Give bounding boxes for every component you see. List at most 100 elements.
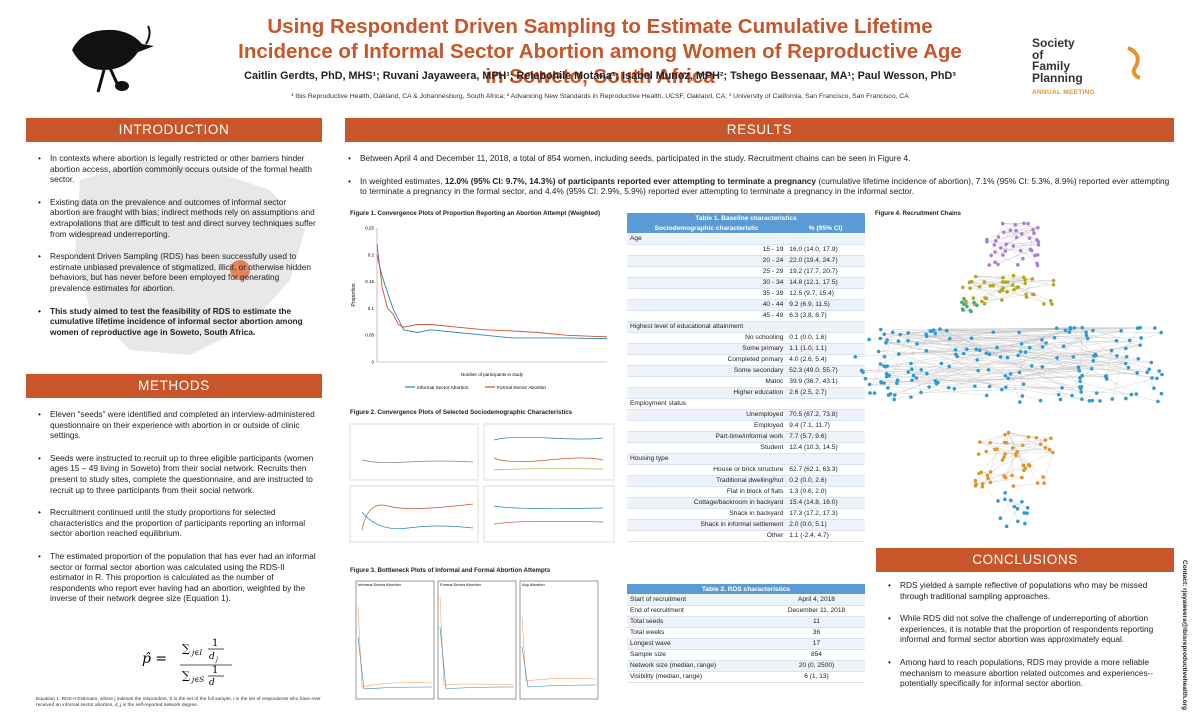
table-1-row: Highest level of educational attainment	[627, 321, 865, 333]
table-1-row-value: 17.3 (17.2, 17.3)	[786, 508, 865, 520]
table-1-row-value: 19.2 (17.7, 20.7)	[786, 266, 865, 278]
table-1-row-label: Unemployed	[627, 409, 787, 421]
chain-edge	[1146, 372, 1155, 389]
chain-node	[934, 381, 939, 386]
chain-node	[1145, 370, 1149, 375]
poster-title: Using Respondent Driven Sampling to Esti…	[238, 15, 962, 88]
chain-node	[947, 364, 951, 369]
chain-node	[980, 299, 984, 304]
chain-node	[977, 285, 982, 289]
table-1-row-value: 70.5 (67.2, 73.8)	[786, 409, 865, 421]
table-1-row-value: 9.2 (6.9, 11.5)	[786, 299, 865, 311]
methods-bullet-1: Eleven “seeds” were identified and compl…	[36, 409, 316, 441]
chain-node	[1114, 339, 1119, 343]
chain-node	[984, 393, 989, 398]
chain-node	[1043, 445, 1048, 450]
chain-edge	[989, 354, 1101, 402]
chain-edge	[1011, 447, 1013, 476]
chain-edge	[998, 223, 1003, 237]
chain-node	[1084, 333, 1089, 338]
table-1-row: Traditional dwelling/hut 0.2 (0.0, 2.6)	[627, 475, 865, 487]
table-1-baseline: Table 1. Baseline characteristics Sociod…	[627, 213, 865, 542]
equation-1: p̂ = ∑ j∈I 1 d j ∑ j∈S 1 d	[140, 628, 270, 689]
chain-node	[998, 355, 1003, 359]
chain-node	[1126, 365, 1131, 370]
chain-edge	[865, 378, 937, 384]
chain-node	[1017, 370, 1022, 375]
chain-node	[1000, 221, 1005, 226]
chain-edge	[981, 442, 1007, 473]
table-1-row-label: 30 - 34	[627, 277, 787, 289]
chain-edge	[1073, 356, 1139, 359]
chain-node	[1079, 390, 1083, 394]
chain-node	[1003, 280, 1007, 284]
table-1-row-label: No schooling	[627, 332, 787, 344]
results-bullet-2-bold: 12.0% (95% CI: 9.7%, 14.3%) of participa…	[444, 175, 817, 186]
table-1-row-label: Traditional dwelling/hut	[627, 475, 787, 487]
chain-node	[895, 378, 900, 382]
chain-edge	[1003, 232, 1035, 234]
table-1-row-label: Flat in block of flats	[627, 486, 787, 498]
fig1-legend-label: Formal Sector Abortion	[497, 385, 546, 391]
chain-node	[1021, 463, 1026, 468]
chain-edge	[963, 305, 978, 311]
sfp-line-3: Family	[1032, 59, 1071, 73]
introduction-heading: INTRODUCTION	[26, 118, 322, 142]
svg-text:∑: ∑	[182, 669, 190, 682]
chain-node	[1003, 497, 1007, 502]
chain-edge	[1025, 278, 1033, 295]
table-1-row: 35 - 39 12.5 (9.7, 15.4)	[627, 288, 865, 300]
chain-edge	[883, 332, 893, 367]
chain-edge	[954, 356, 1127, 390]
chain-node	[1054, 326, 1059, 331]
chain-node	[964, 347, 969, 351]
chain-edge	[887, 332, 909, 389]
chain-node	[977, 471, 981, 476]
table-2-row-value: 6 (1, 13)	[767, 671, 865, 683]
chain-node	[1070, 393, 1074, 398]
chain-node	[919, 367, 924, 372]
chain-edge	[984, 281, 1008, 299]
chain-edge	[969, 282, 1002, 301]
table-1-row: Some secondary 52.3 (49.0, 55.7)	[627, 365, 865, 377]
chain-edge	[975, 275, 1014, 277]
chain-edge	[1003, 229, 1034, 233]
figure-3-title: Figure 3. Bottleneck Plots of Informal a…	[350, 567, 551, 574]
fig1-y-tick: 0.05	[365, 333, 374, 338]
chain-node	[878, 327, 883, 332]
table-1-row-value: 12.4 (10.3, 14.5)	[786, 442, 865, 454]
table-2-row: Longest wave 17	[627, 638, 865, 650]
svg-text:1: 1	[212, 638, 218, 649]
table-1-row-value: 2.6 (2.5, 2.7)	[786, 387, 865, 399]
chain-node	[991, 283, 995, 288]
chain-node	[1002, 455, 1006, 459]
chain-edge	[1023, 332, 1087, 385]
chain-edge	[907, 340, 977, 350]
chain-node	[962, 296, 966, 301]
fig1-legend-label: Informal Sector Abortion	[417, 385, 469, 391]
table-1-row-label: Cottage/backroom in backyard	[627, 497, 787, 509]
fig1-y-tick: 0	[371, 360, 374, 365]
chain-edge	[939, 328, 958, 357]
chain-edge	[1010, 373, 1021, 403]
chain-node	[886, 393, 891, 397]
methods-heading: METHODS	[26, 374, 322, 398]
chain-node	[1026, 221, 1030, 226]
chain-edge	[1019, 330, 1093, 333]
chain-edge	[981, 472, 1022, 478]
chain-node	[1003, 249, 1008, 253]
chain-node	[892, 393, 897, 397]
chain-node	[1003, 490, 1007, 495]
chain-node	[1067, 330, 1072, 334]
chain-node	[867, 337, 871, 342]
chain-node	[973, 478, 978, 483]
chain-node	[1000, 387, 1004, 392]
chain-node	[1024, 292, 1028, 297]
chain-node	[1019, 342, 1024, 346]
chain-edge	[897, 330, 1066, 381]
chain-node	[896, 352, 901, 356]
chain-node	[1160, 372, 1164, 377]
chain-node	[1085, 336, 1090, 341]
chain-node	[1013, 223, 1018, 227]
chain-node	[999, 246, 1003, 250]
